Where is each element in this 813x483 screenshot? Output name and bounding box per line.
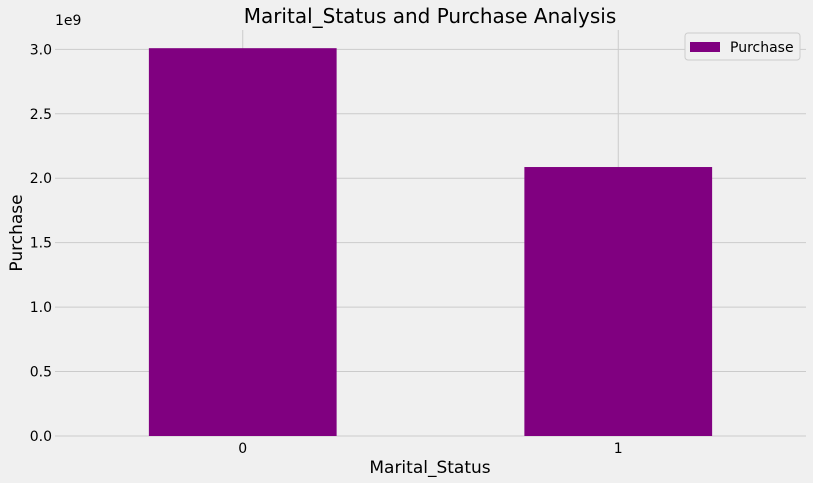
bars — [148, 48, 713, 437]
bar-0 — [148, 48, 337, 437]
bar-1 — [524, 167, 713, 436]
x-tick-label-1: 1 — [614, 441, 623, 457]
y-tick-label-4: 2.0 — [30, 171, 52, 187]
x-axis-label: Marital_Status — [369, 458, 490, 478]
legend-swatch-purchase — [690, 42, 720, 52]
y-tick-label-1: 0.5 — [30, 365, 52, 381]
y-axis-label: Purchase — [7, 194, 27, 271]
x-tick-label-0: 0 — [238, 441, 247, 457]
chart-title: Marital_Status and Purchase Analysis — [244, 4, 617, 28]
y-tick-label-5: 2.5 — [30, 107, 52, 123]
y-tick-label-2: 1.0 — [30, 300, 52, 316]
y-tick-label-6: 3.0 — [30, 42, 52, 58]
y-tick-label-3: 1.5 — [30, 236, 52, 252]
legend: Purchase — [684, 32, 801, 61]
y-axis-ticks: 0.0 0.5 1.0 1.5 2.0 2.5 3.0 — [30, 42, 52, 445]
y-tick-label-0: 0.0 — [30, 429, 52, 445]
legend-label-purchase: Purchase — [730, 40, 794, 56]
legend-box — [684, 32, 801, 61]
y-axis-multiplier: 1e9 — [55, 13, 81, 29]
